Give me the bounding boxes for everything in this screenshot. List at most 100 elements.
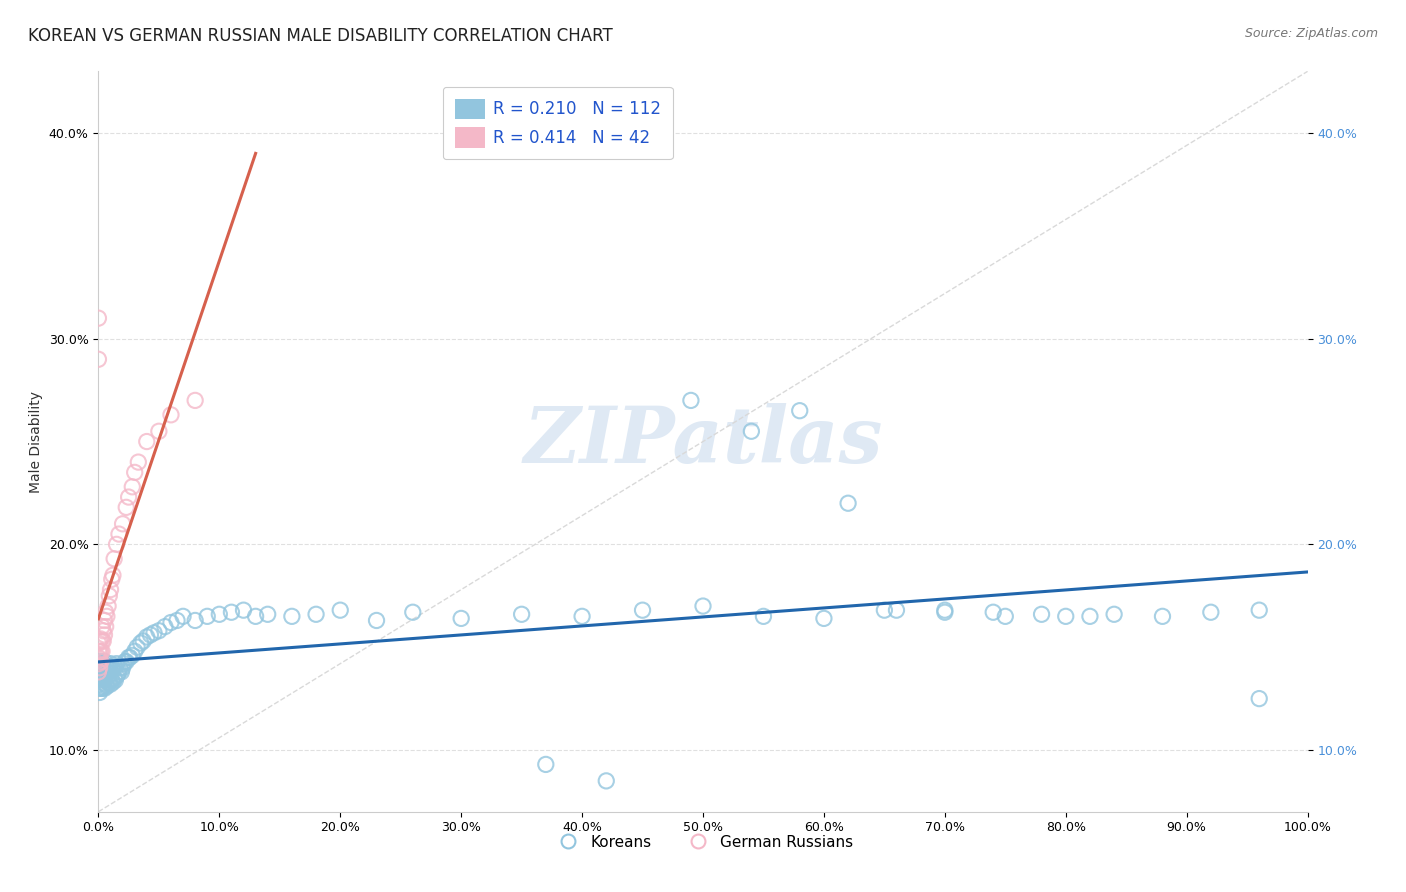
Point — [329, 603, 352, 617]
Point — [103, 551, 125, 566]
Point — [934, 605, 956, 619]
Point — [245, 609, 267, 624]
Point — [87, 644, 110, 658]
Point — [97, 665, 120, 679]
Point — [91, 644, 114, 658]
Point — [195, 609, 218, 624]
Point — [571, 609, 593, 624]
Point — [143, 625, 166, 640]
Point — [1249, 691, 1271, 706]
Point — [96, 609, 118, 624]
Point — [873, 603, 896, 617]
Point — [1102, 607, 1125, 622]
Point — [115, 500, 138, 515]
Point — [89, 685, 111, 699]
Point — [100, 657, 122, 671]
Point — [91, 671, 114, 685]
Point — [886, 603, 908, 617]
Point — [94, 605, 117, 619]
Point — [184, 614, 207, 628]
Point — [90, 675, 112, 690]
Point — [112, 657, 135, 671]
Point — [679, 393, 702, 408]
Point — [87, 311, 110, 326]
Point — [127, 640, 149, 655]
Point — [90, 644, 112, 658]
Point — [98, 661, 121, 675]
Point — [100, 673, 122, 687]
Point — [91, 624, 114, 638]
Point — [127, 455, 149, 469]
Point — [97, 599, 120, 613]
Point — [91, 679, 114, 693]
Point — [90, 665, 112, 679]
Point — [124, 644, 146, 658]
Point — [510, 607, 533, 622]
Point — [91, 634, 114, 648]
Point — [129, 636, 152, 650]
Point — [595, 773, 617, 788]
Point — [1054, 609, 1077, 624]
Point — [101, 568, 124, 582]
Point — [90, 681, 112, 696]
Point — [111, 661, 134, 675]
Point — [90, 661, 112, 675]
Point — [91, 661, 114, 675]
Point — [90, 655, 112, 669]
Text: Source: ZipAtlas.com: Source: ZipAtlas.com — [1244, 27, 1378, 40]
Point — [153, 619, 176, 633]
Point — [100, 661, 122, 675]
Point — [93, 614, 115, 628]
Point — [692, 599, 714, 613]
Point — [91, 657, 114, 671]
Point — [789, 403, 811, 417]
Point — [114, 655, 136, 669]
Point — [1078, 609, 1101, 624]
Point — [96, 658, 118, 673]
Point — [98, 675, 121, 690]
Point — [105, 537, 128, 551]
Point — [97, 675, 120, 690]
Point — [135, 630, 157, 644]
Point — [100, 582, 122, 597]
Point — [305, 607, 328, 622]
Point — [90, 655, 112, 669]
Point — [1249, 603, 1271, 617]
Point — [221, 605, 243, 619]
Point — [111, 516, 134, 531]
Point — [118, 650, 141, 665]
Point — [740, 424, 762, 438]
Point — [89, 652, 111, 666]
Point — [121, 480, 143, 494]
Point — [124, 466, 146, 480]
Point — [87, 657, 110, 671]
Point — [450, 611, 472, 625]
Point — [91, 667, 114, 681]
Point — [534, 757, 557, 772]
Point — [94, 658, 117, 673]
Point — [91, 619, 114, 633]
Point — [981, 605, 1004, 619]
Text: KOREAN VS GERMAN RUSSIAN MALE DISABILITY CORRELATION CHART: KOREAN VS GERMAN RUSSIAN MALE DISABILITY… — [28, 27, 613, 45]
Point — [87, 665, 110, 679]
Point — [93, 681, 115, 696]
Point — [89, 634, 111, 648]
Point — [87, 352, 110, 367]
Point — [87, 665, 110, 679]
Point — [121, 648, 143, 663]
Point — [118, 490, 141, 504]
Point — [89, 677, 111, 691]
Point — [107, 667, 129, 681]
Point — [91, 634, 114, 648]
Point — [87, 636, 110, 650]
Point — [184, 393, 207, 408]
Point — [108, 665, 131, 679]
Point — [1152, 609, 1174, 624]
Point — [100, 677, 122, 691]
Point — [132, 634, 155, 648]
Point — [91, 681, 114, 696]
Point — [87, 650, 110, 665]
Point — [89, 661, 111, 675]
Point — [105, 669, 128, 683]
Y-axis label: Male Disability: Male Disability — [30, 391, 44, 492]
